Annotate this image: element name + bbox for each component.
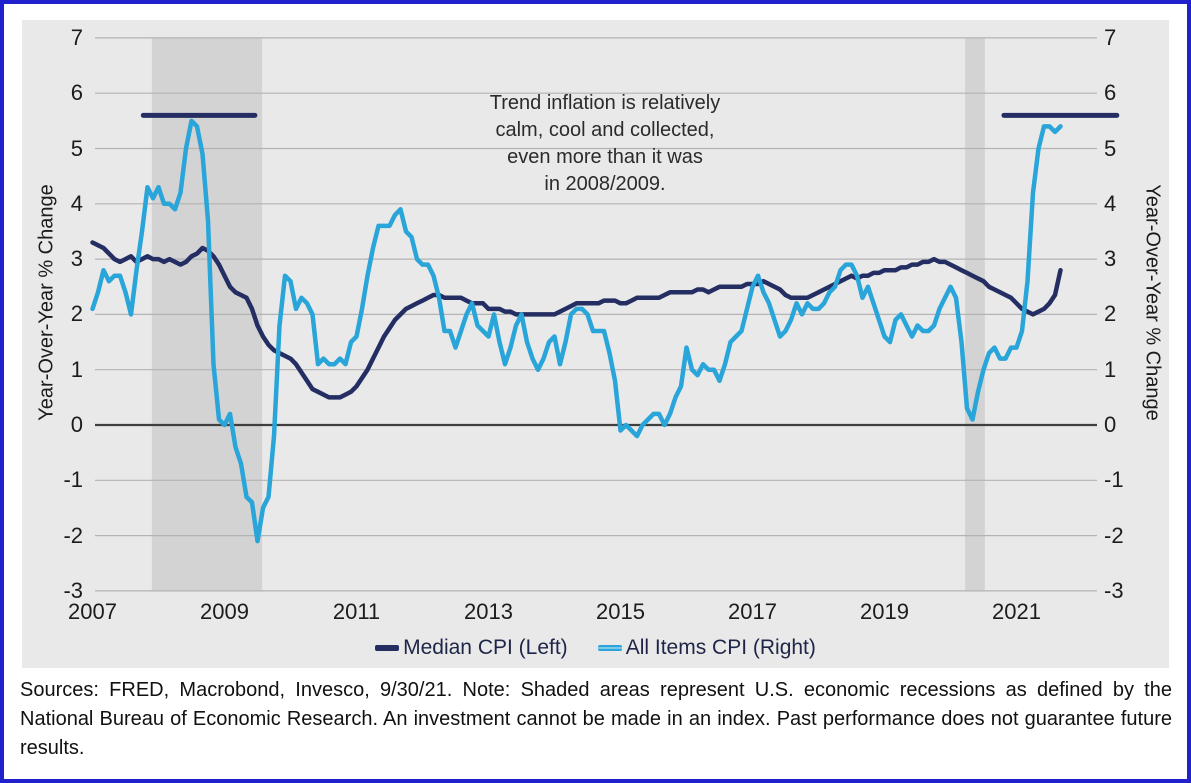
y-axis-tick-right: 2	[1104, 301, 1117, 327]
y-axis-tick-right: 1	[1104, 356, 1117, 382]
y-axis-tick-right: 3	[1104, 246, 1117, 272]
y-axis-tick-right: 0	[1104, 412, 1117, 437]
chart-legend: Median CPI (Left) All Items CPI (Right)	[22, 636, 1169, 660]
all-items-cpi-line-marker-icon	[597, 645, 622, 651]
y-axis-tick-left: -3	[63, 577, 83, 603]
x-axis-tick: 2021	[992, 599, 1041, 624]
chart-annotation: Trend inflation is relatively calm, cool…	[489, 92, 721, 195]
y-axis-tick-left: 5	[70, 135, 83, 161]
x-axis-tick: 2007	[68, 599, 117, 624]
legend-item-all-items-cpi: All Items CPI (Right)	[597, 636, 816, 660]
y-axis-tick-left: 1	[70, 356, 83, 382]
y-axis-tick-left: 6	[70, 80, 83, 106]
y-axis-tick-right: -1	[1104, 467, 1124, 493]
y-axis-tick-left: 0	[70, 412, 83, 437]
y-axis-tick-left: -2	[63, 522, 83, 548]
x-axis-tick: 2015	[596, 599, 645, 624]
legend-label-median-cpi: Median CPI (Left)	[403, 636, 568, 659]
y-axis-tick-left: 2	[70, 301, 83, 327]
median-cpi-line	[90, 240, 1063, 400]
x-axis-tick: 2011	[332, 599, 381, 624]
x-axis-tick: 2009	[200, 599, 249, 624]
median-cpi-line-marker-icon	[375, 645, 400, 651]
y-axis-tick-right: 4	[1104, 190, 1117, 216]
y-axis-tick-left: 7	[70, 24, 83, 50]
legend-label-all-items-cpi: All Items CPI (Right)	[625, 636, 816, 659]
y-axis-tick-right: -2	[1104, 522, 1124, 548]
source-footnote: Sources: FRED, Macrobond, Invesco, 9/30/…	[20, 679, 1172, 759]
x-axis-tick: 2013	[464, 599, 513, 624]
all-items-cpi-line	[90, 118, 1063, 544]
x-axis-tick: 2017	[728, 599, 777, 624]
y-axis-tick-left: -1	[63, 467, 83, 493]
legend-item-median-cpi: Median CPI (Left)	[375, 636, 568, 660]
cpi-line-chart	[90, 37, 1120, 592]
y-axis-tick-left: 4	[70, 190, 83, 216]
x-axis-tick: 2019	[860, 599, 909, 624]
right-axis-title: Year-Over-Year % Change	[1141, 184, 1164, 421]
y-axis-tick-right: 7	[1104, 24, 1117, 50]
left-axis-title: Year-Over-Year % Change	[35, 184, 58, 421]
y-axis-tick-right: 5	[1104, 135, 1117, 161]
y-axis-tick-left: 3	[70, 246, 83, 272]
y-axis-tick-right: 6	[1104, 80, 1117, 106]
y-axis-tick-right: -3	[1104, 577, 1124, 603]
